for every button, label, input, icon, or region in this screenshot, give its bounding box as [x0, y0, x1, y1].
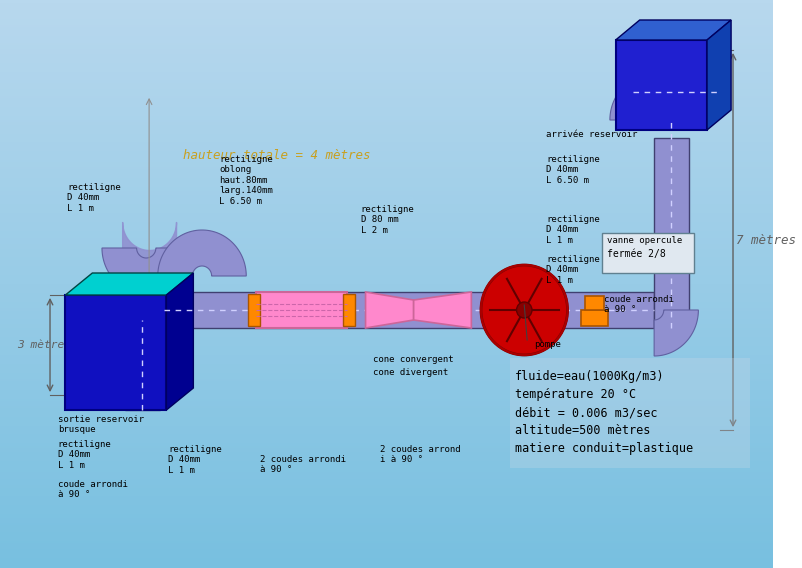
Text: 3 mètres: 3 mètres	[18, 340, 71, 350]
Circle shape	[516, 302, 531, 318]
Text: rectiligne
D 40mm
L 1 m: rectiligne D 40mm L 1 m	[67, 183, 121, 213]
Text: vanne opercule: vanne opercule	[606, 236, 682, 245]
Text: coude arrondi
à 90 °: coude arrondi à 90 °	[603, 295, 673, 315]
Text: rectiligne
D 40mm
L 1 m: rectiligne D 40mm L 1 m	[545, 215, 599, 245]
Bar	[632, 74, 719, 110]
Bar	[615, 40, 706, 130]
Polygon shape	[102, 248, 190, 294]
Text: fermée 2/8: fermée 2/8	[606, 249, 665, 259]
Text: pompe: pompe	[533, 340, 560, 349]
Text: rectiligne
D 40mm
L 1 m: rectiligne D 40mm L 1 m	[58, 440, 111, 470]
Bar	[125, 320, 160, 410]
Text: 2 coudes arrond
i à 90 °: 2 coudes arrond i à 90 °	[379, 445, 460, 465]
Polygon shape	[65, 273, 193, 295]
Text: rectiligne
D 40mm
L 1 m: rectiligne D 40mm L 1 m	[545, 255, 599, 285]
Text: arrivée reservoir: arrivée reservoir	[545, 130, 637, 139]
Text: rectiligne
D 80 mm
L 2 m: rectiligne D 80 mm L 2 m	[360, 205, 414, 235]
Text: coude arrondi
à 90 °: coude arrondi à 90 °	[58, 480, 128, 499]
Polygon shape	[610, 74, 654, 120]
Bar	[581, 310, 607, 326]
Bar	[256, 292, 346, 328]
Polygon shape	[706, 20, 730, 130]
Bar	[602, 233, 693, 273]
Text: fluide=eau(1000Kg/m3)
température 20 °C
débit = 0.006 m3/sec
altitude=500 mètres: fluide=eau(1000Kg/m3) température 20 °C …	[514, 370, 692, 455]
Text: cone convergent: cone convergent	[373, 355, 453, 364]
Text: rectiligne
D 40mm
L 1 m: rectiligne D 40mm L 1 m	[168, 445, 222, 475]
Text: 7 mètres: 7 mètres	[735, 233, 795, 247]
Text: hauteur totale = 4 mètres: hauteur totale = 4 mètres	[183, 148, 370, 161]
Bar	[509, 358, 749, 468]
Polygon shape	[413, 292, 471, 328]
Text: rectiligne
D 40mm
L 6.50 m: rectiligne D 40mm L 6.50 m	[545, 155, 599, 185]
Bar	[584, 296, 603, 310]
Bar	[343, 294, 354, 326]
Polygon shape	[365, 292, 413, 328]
Polygon shape	[166, 273, 193, 410]
Text: cone divergent: cone divergent	[373, 368, 448, 377]
Polygon shape	[615, 20, 730, 40]
Text: rectiligne
oblong
haut.80mm
larg.140mm
L 6.50 m: rectiligne oblong haut.80mm larg.140mm L…	[219, 155, 273, 206]
Circle shape	[480, 265, 567, 355]
Bar	[248, 294, 259, 326]
Bar	[164, 292, 654, 328]
Text: sortie reservoir
brusque: sortie reservoir brusque	[58, 415, 144, 435]
Text: 2 coudes arrondi
à 90 °: 2 coudes arrondi à 90 °	[259, 455, 346, 474]
Bar	[65, 295, 166, 410]
Polygon shape	[157, 230, 246, 276]
Bar	[654, 138, 688, 328]
Polygon shape	[654, 310, 698, 356]
